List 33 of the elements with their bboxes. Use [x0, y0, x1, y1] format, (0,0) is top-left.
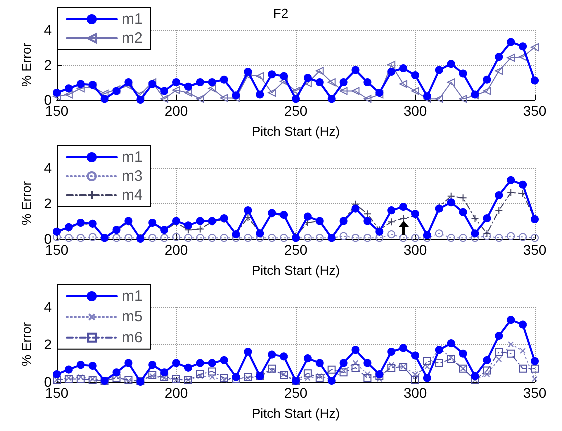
legend-label: m1: [122, 149, 143, 166]
x-tick-label: 350: [523, 385, 547, 401]
legend-label: m5: [122, 308, 143, 326]
y-tick-label: 4: [44, 160, 52, 176]
x-tick-label: 250: [284, 385, 308, 401]
x-axis-title: Pitch Start (Hz): [252, 124, 340, 139]
y-tick-label: 4: [44, 299, 52, 315]
legend-label: m1: [122, 11, 143, 28]
y-tick-label: 2: [44, 196, 52, 212]
x-tick-label: 300: [404, 385, 428, 401]
x-tick-label: 350: [523, 103, 547, 119]
x-axis-title: Pitch Start (Hz): [252, 406, 340, 421]
x-tick-label: 200: [164, 103, 188, 119]
y-tick-label: 2: [44, 336, 52, 352]
legend-label: m1: [122, 288, 143, 305]
y-tick-label: 2: [44, 57, 52, 73]
y-axis-title: % Error: [19, 42, 34, 88]
y-axis-title: % Error: [19, 180, 34, 226]
x-axis-title: Pitch Start (Hz): [252, 263, 340, 278]
legend-label: m2: [122, 30, 143, 47]
x-tick-label: 200: [164, 242, 188, 258]
chart-title: F2: [273, 6, 289, 21]
legend-label: m3: [122, 168, 143, 185]
x-tick-label: 350: [523, 242, 547, 258]
x-tick-label: 250: [284, 103, 308, 119]
x-tick-label: 250: [284, 242, 308, 258]
legend-label: m6: [122, 329, 143, 346]
legend-label: m4: [122, 187, 143, 204]
x-tick-label: 200: [164, 385, 188, 401]
y-axis-title: % Error: [19, 322, 34, 367]
x-tick-label: 300: [404, 242, 428, 258]
x-tick-label: 300: [404, 103, 428, 119]
y-tick-label: 4: [44, 22, 52, 38]
